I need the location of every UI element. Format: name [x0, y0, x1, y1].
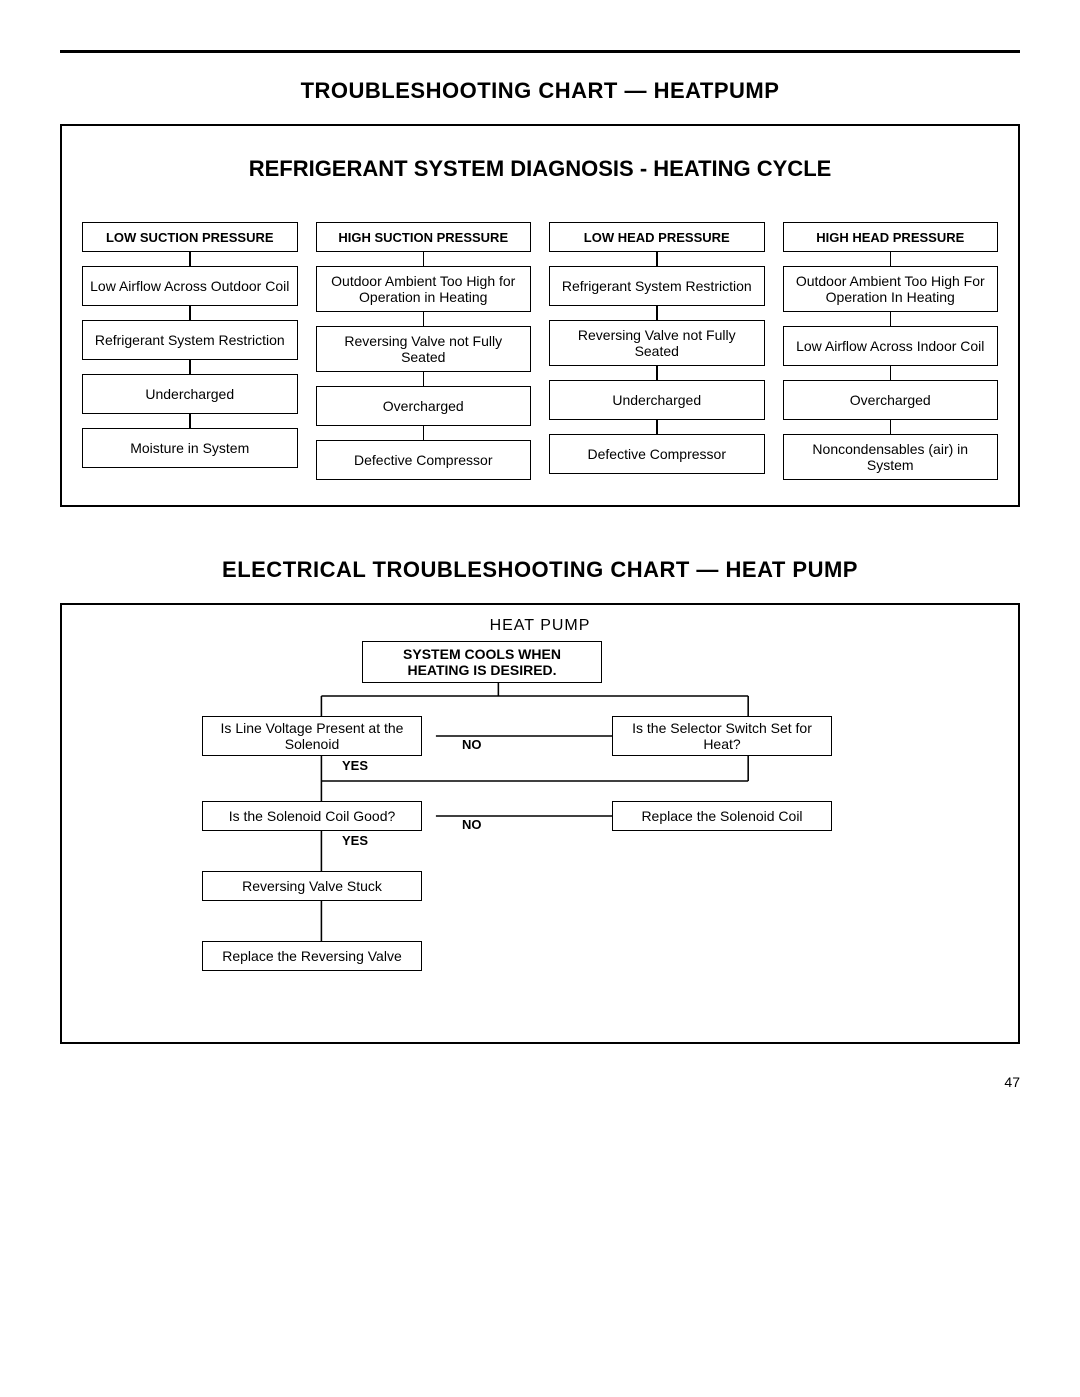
flow-q2: Is the Solenoid Coil Good? — [202, 801, 422, 831]
electrical-chart-box: HEAT PUMP SYSTEM COOLS WHEN HEATING IS D — [60, 603, 1020, 1044]
diagnosis-column: HIGH SUCTION PRESSURE Outdoor Ambient Too… — [316, 222, 532, 480]
connector — [656, 366, 658, 380]
connector — [656, 306, 658, 320]
diagnosis-item: Moisture in System — [82, 428, 298, 468]
connector — [656, 252, 658, 266]
heat-pump-label: HEAT PUMP — [82, 617, 998, 635]
flow-q2-text: Is the Solenoid Coil Good? — [229, 808, 396, 824]
flow-q1-no-label: NO — [462, 737, 482, 752]
flow-q1-yes-label: YES — [342, 758, 368, 773]
flow-selector-switch: Is the Selector Switch Set for Heat? — [612, 716, 832, 756]
column-header: LOW HEAD PRESSURE — [549, 222, 765, 252]
diagnosis-item: Undercharged — [549, 380, 765, 420]
connector — [423, 312, 425, 326]
flow-start: SYSTEM COOLS WHEN HEATING IS DESIRED. — [362, 641, 602, 683]
diagnosis-item: Low Airflow Across Outdoor Coil — [82, 266, 298, 306]
diagnosis-item: Overcharged — [316, 386, 532, 426]
flow-q2-yes-label: YES — [342, 833, 368, 848]
connector — [423, 252, 425, 266]
diagnosis-item: Noncondensables (air) in System — [783, 434, 999, 480]
connector — [189, 306, 191, 320]
flow-q3: Reversing Valve Stuck — [202, 871, 422, 901]
diagnosis-item: Overcharged — [783, 380, 999, 420]
flow-q2-no-label: NO — [462, 817, 482, 832]
diagnosis-item: Refrigerant System Restriction — [82, 320, 298, 360]
page-number: 47 — [60, 1074, 1020, 1090]
connector — [890, 252, 892, 266]
connector — [890, 312, 892, 326]
diagnosis-item: Refrigerant System Restriction — [549, 266, 765, 306]
connector — [890, 420, 892, 434]
flowchart-area: SYSTEM COOLS WHEN HEATING IS DESIRED. Is… — [82, 641, 998, 1001]
connector — [189, 252, 191, 266]
flow-q4-text: Replace the Reversing Valve — [222, 948, 402, 964]
connector — [189, 414, 191, 428]
connector — [189, 360, 191, 374]
flow-q1: Is Line Voltage Present at the Solenoid — [202, 716, 422, 756]
connector — [656, 420, 658, 434]
flow-replace-solenoid: Replace the Solenoid Coil — [612, 801, 832, 831]
flow-q1-text: Is Line Voltage Present at the Solenoid — [213, 720, 411, 752]
column-header: HIGH SUCTION PRESSURE — [316, 222, 532, 252]
diagnosis-item: Defective Compressor — [316, 440, 532, 480]
page-title-1: TROUBLESHOOTING CHART — HEATPUMP — [60, 78, 1020, 104]
diagnosis-column: LOW SUCTION PRESSURE Low Airflow Across O… — [82, 222, 298, 480]
diagnosis-item: Reversing Valve not Fully Seated — [549, 320, 765, 366]
diagnosis-column: HIGH HEAD PRESSURE Outdoor Ambient Too Hi… — [783, 222, 999, 480]
flow-q4: Replace the Reversing Valve — [202, 941, 422, 971]
diagnosis-item: Outdoor Ambient Too High for Operation i… — [316, 266, 532, 312]
diagnosis-item: Reversing Valve not Fully Seated — [316, 326, 532, 372]
diagnosis-item: Low Airflow Across Indoor Coil — [783, 326, 999, 366]
flow-q3-text: Reversing Valve Stuck — [242, 878, 382, 894]
top-rule — [60, 50, 1020, 53]
diagnosis-item: Outdoor Ambient Too High For Operation I… — [783, 266, 999, 312]
page-title-2: ELECTRICAL TROUBLESHOOTING CHART — HEAT … — [60, 557, 1020, 583]
flow-selector-switch-text: Is the Selector Switch Set for Heat? — [623, 720, 821, 752]
diagnosis-item: Defective Compressor — [549, 434, 765, 474]
column-header: HIGH HEAD PRESSURE — [783, 222, 999, 252]
diagnosis-columns: LOW SUCTION PRESSURE Low Airflow Across O… — [82, 222, 998, 480]
diagnosis-item: Undercharged — [82, 374, 298, 414]
connector — [423, 426, 425, 440]
flow-replace-solenoid-text: Replace the Solenoid Coil — [641, 808, 802, 824]
connector — [890, 366, 892, 380]
flow-start-text: SYSTEM COOLS WHEN HEATING IS DESIRED. — [373, 646, 591, 678]
column-header: LOW SUCTION PRESSURE — [82, 222, 298, 252]
connector — [423, 372, 425, 386]
refrigerant-chart-title: REFRIGERANT SYSTEM DIAGNOSIS - HEATING C… — [82, 156, 998, 182]
diagnosis-column: LOW HEAD PRESSURE Refrigerant System Rest… — [549, 222, 765, 480]
refrigerant-chart-box: REFRIGERANT SYSTEM DIAGNOSIS - HEATING C… — [60, 124, 1020, 507]
